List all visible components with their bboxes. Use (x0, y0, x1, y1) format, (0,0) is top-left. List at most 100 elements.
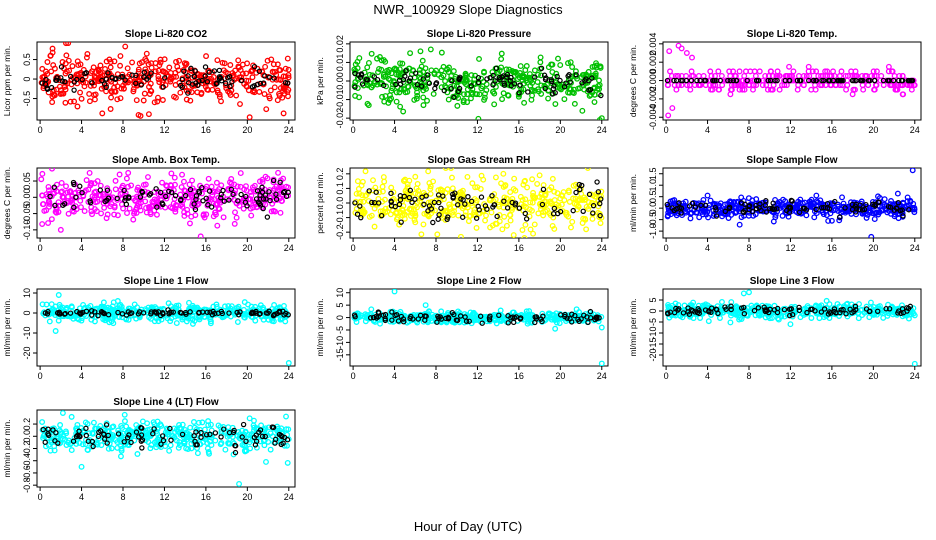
y-tick-label: 0.1 (335, 182, 345, 195)
series-point (194, 89, 201, 96)
overlay-point (490, 204, 496, 210)
series-point (208, 421, 214, 428)
y-tick-label: -10 (648, 326, 658, 339)
series-point (77, 89, 84, 96)
series-point (353, 190, 360, 197)
series-point (111, 204, 118, 211)
series-point (755, 310, 762, 316)
overlay-point (702, 77, 709, 84)
series-point (414, 92, 421, 99)
overlay-point (744, 77, 750, 84)
overlay-point (146, 192, 153, 198)
series-point (700, 196, 707, 203)
y-tick-label: -20 (648, 348, 658, 361)
series-point (538, 72, 544, 79)
series-point (728, 211, 735, 218)
overlay-point (532, 74, 538, 80)
series-point (705, 205, 712, 211)
series-point (489, 69, 496, 76)
series-point (277, 67, 284, 74)
overlay-point (708, 309, 714, 316)
overlay-point (102, 198, 108, 205)
overlay-point (764, 307, 770, 313)
series-point (219, 59, 226, 66)
overlay-point (382, 317, 389, 324)
overlay-point (479, 320, 485, 326)
overlay-point (262, 73, 268, 79)
overlay-point (43, 76, 49, 83)
series-point (487, 224, 494, 231)
overlay-point (48, 84, 55, 91)
series-point (356, 94, 362, 101)
series-point (823, 212, 830, 219)
overlay-point (713, 306, 719, 312)
overlay-point (887, 204, 894, 210)
overlay-point (837, 214, 843, 220)
series-point (138, 74, 145, 81)
overlay-point (713, 213, 720, 219)
series-point (120, 205, 127, 212)
overlay-point (842, 205, 848, 211)
overlay-point (412, 196, 418, 202)
series-point (666, 48, 673, 55)
overlay-point (522, 210, 528, 217)
series-point (738, 316, 745, 322)
series-point (259, 179, 266, 186)
series-point (81, 189, 88, 195)
x-tick-label: 8 (433, 125, 438, 135)
series-point (462, 208, 469, 215)
series-point (45, 184, 52, 190)
overlay-point (891, 207, 898, 213)
overlay-point (905, 77, 911, 84)
overlay-point (565, 73, 571, 79)
series-point (498, 50, 505, 57)
series-point (285, 66, 292, 73)
series-point (75, 189, 82, 196)
overlay-point (561, 84, 568, 90)
y-axis-label: degrees C per min. (628, 45, 638, 117)
series-point (420, 68, 427, 75)
series-point (59, 59, 66, 65)
overlay-point (676, 200, 682, 206)
series-point (728, 86, 735, 93)
overlay-point (587, 308, 594, 315)
overlay-point (235, 198, 241, 204)
overlay-point (702, 202, 709, 209)
overlay-point (516, 205, 523, 211)
series-point (259, 176, 266, 183)
series-point (155, 73, 162, 80)
series-point (527, 199, 534, 206)
overlay-point (119, 311, 126, 317)
series-point (229, 73, 236, 80)
series-point (511, 175, 518, 182)
overlay-point (525, 89, 531, 95)
series-point (179, 171, 186, 178)
overlay-point (849, 77, 856, 84)
series-point (776, 73, 783, 79)
overlay-point (62, 78, 68, 85)
series-point (130, 216, 137, 223)
series-point (561, 96, 568, 103)
series-point (690, 73, 697, 79)
series-point (813, 68, 820, 75)
overlay-point (358, 214, 364, 221)
series-point (78, 317, 85, 324)
overlay-point (141, 69, 148, 75)
series-point (203, 53, 210, 60)
overlay-point (728, 303, 734, 309)
series-point (49, 190, 56, 197)
series-point (179, 203, 186, 210)
series-point (213, 179, 220, 186)
y-tick-label: -10 (335, 336, 345, 349)
overlay-point (738, 200, 745, 206)
x-tick-label: 4 (705, 371, 710, 381)
overlay-point (359, 81, 366, 87)
series-point (48, 216, 55, 223)
series-point (175, 302, 182, 309)
series-point (124, 65, 131, 72)
overlay-point (872, 203, 878, 209)
series-point (266, 95, 273, 102)
